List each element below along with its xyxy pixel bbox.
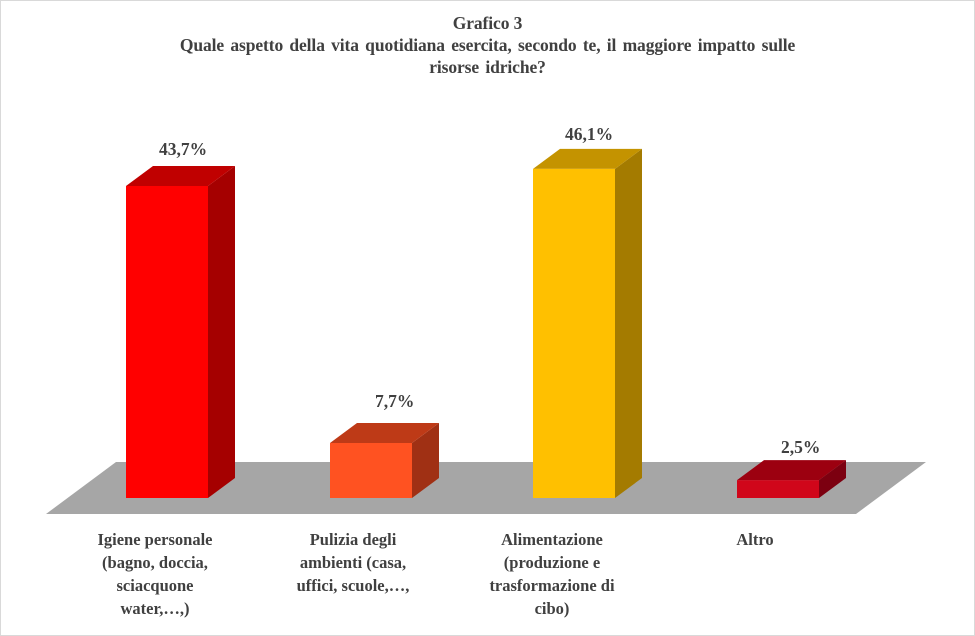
category-label-2: Pulizia degli ambienti (casa, uffici, sc… [296,530,410,595]
data-label-bar-4: 2,5% [781,437,821,457]
bar-side-face [208,166,235,498]
bar-top-face [533,148,642,169]
bar-front-face [126,186,208,498]
category-label-1: Igiene personale (bagno, doccia, sciacqu… [97,530,213,618]
chart-title: Grafico 3 [452,13,523,33]
bar-3 [533,148,642,498]
bar-1 [126,166,235,498]
bar-4 [737,460,846,498]
chart-floor [46,462,926,514]
bar-top-face [126,166,235,186]
category-label-3: Alimentazione (produzione e trasformazio… [489,530,615,618]
chart-subtitle-line-1: Quale aspetto della vita quotidiana eser… [179,35,796,55]
data-label-bar-2: 7,7% [375,391,415,411]
bar-front-face [737,480,819,498]
bar-top-face [330,423,439,444]
data-label-bar-1: 43,7% [159,139,208,159]
bar-side-face [819,460,846,498]
category-label-4: Altro [736,530,774,549]
bar-2 [330,423,439,498]
bar-top-face [737,460,846,481]
bar-side-face [615,148,642,498]
bar-side-face [412,423,439,498]
chart-subtitle-line-2: risorse idriche? [429,57,546,77]
data-label-bar-3: 46,1% [565,124,614,144]
bar-front-face [533,168,615,498]
bar-front-face [330,443,412,498]
